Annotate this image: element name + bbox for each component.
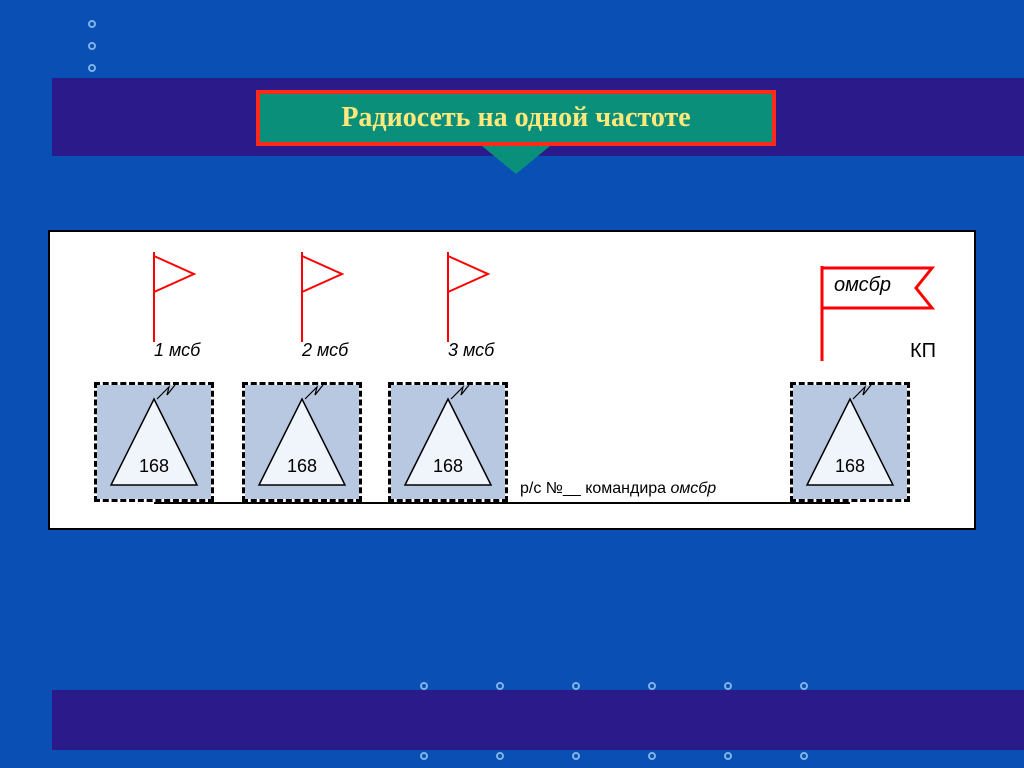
unit-number: 168 [245,456,359,477]
decor-dots-row-top [420,682,808,690]
diagram-panel: р/с №__ командира омсбр 1 мсб 168 2 мсб [48,230,976,530]
hq-kp-label: КП [910,340,936,363]
unit-box: 168 [242,382,362,502]
radio-symbol [97,385,211,499]
unit-label: 3 мсб [448,340,494,361]
unit-label: 2 мсб [302,340,348,361]
unit-number: 168 [391,456,505,477]
decor-dots-column [88,6,96,86]
unit-number: 168 [97,456,211,477]
title-box: Радиосеть на одной частоте [256,90,776,146]
title-arrow-icon [482,146,550,174]
flag-icon [298,252,348,342]
unit-box: 168 [388,382,508,502]
flag-icon [444,252,494,342]
radio-symbol [245,385,359,499]
decor-dots-row-bottom [420,752,808,760]
network-label-prefix: р/с №__ командира [520,480,671,497]
bottom-band [52,690,1024,750]
unit-number: 168 [793,456,907,477]
network-label-italic: омсбр [671,480,717,497]
unit-box: 168 [790,382,910,502]
network-line [154,502,850,504]
unit-label: 1 мсб [154,340,200,361]
title-text: Радиосеть на одной частоте [341,102,690,133]
radio-symbol [391,385,505,499]
hq-flag-label: омсбр [834,274,891,297]
radio-symbol [793,385,907,499]
unit-box: 168 [94,382,214,502]
title-callout: Радиосеть на одной частоте [256,90,776,174]
network-label: р/с №__ командира омсбр [520,480,716,498]
flag-icon [150,252,200,342]
